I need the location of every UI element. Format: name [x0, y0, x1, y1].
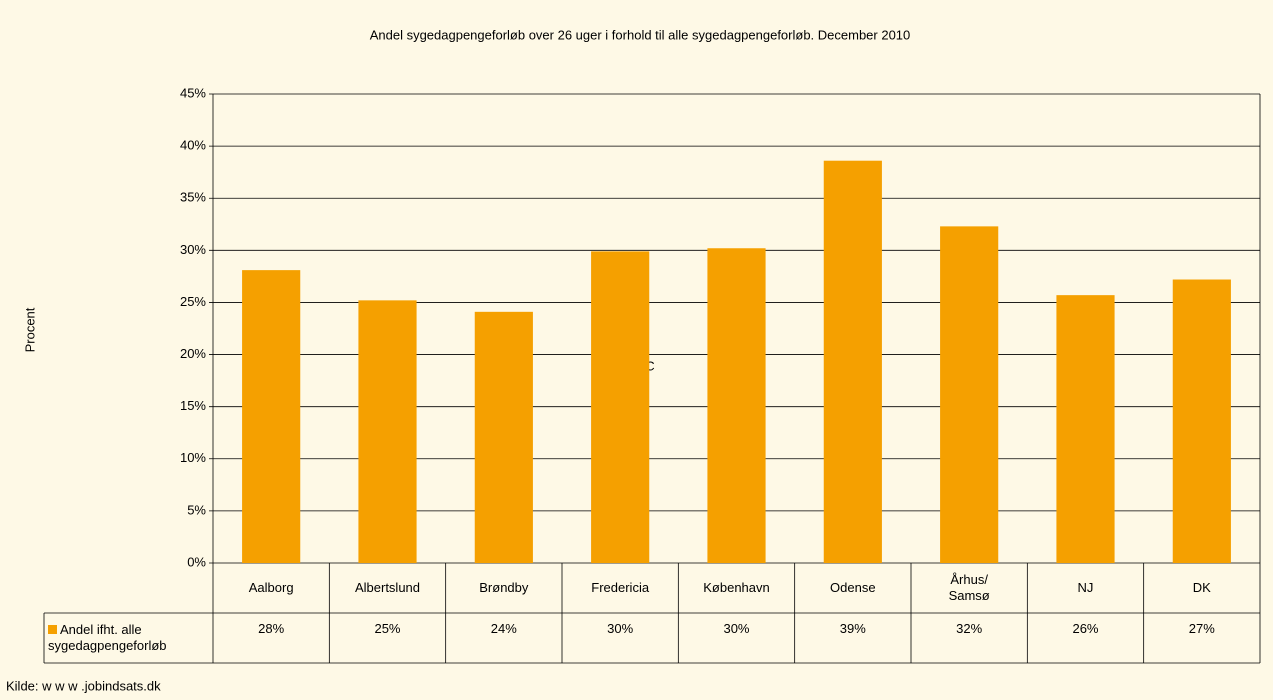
x-tick-label: Odense [830, 580, 876, 595]
y-tick-label: 20% [180, 346, 206, 361]
x-tick-label: NJ [1077, 580, 1094, 595]
x-tick-label: Brøndby [479, 580, 529, 595]
value-label: 30% [607, 621, 634, 636]
x-tick-label: Albertslund [354, 580, 421, 595]
bar [358, 300, 417, 563]
x-tick-label: Århus/ Samsø [948, 572, 990, 603]
x-tick-label: Aalborg [248, 580, 294, 595]
source: Kilde: w w w .jobindsats.dk [6, 678, 161, 693]
bar [940, 226, 999, 563]
bar [1056, 295, 1115, 563]
y-tick-label: 10% [180, 450, 206, 465]
bar [1172, 279, 1231, 563]
chart-title: Andel sygedagpengeforløb over 26 uger i … [370, 27, 911, 42]
value-label: 26% [1072, 621, 1099, 636]
y-tick-label: 40% [180, 138, 206, 153]
value-label: 32% [956, 621, 983, 636]
y-tick-label: 35% [180, 190, 206, 205]
y-axis-label: Procent [22, 307, 37, 352]
x-tick-label: DK [1192, 580, 1211, 595]
bar [823, 160, 882, 564]
bar [242, 270, 301, 563]
value-label: 25% [374, 621, 401, 636]
bar [707, 248, 766, 563]
y-tick-label: 25% [180, 294, 206, 309]
y-tick-label: 15% [180, 398, 206, 413]
annotation: C [645, 358, 654, 373]
y-tick-label: 45% [180, 85, 206, 100]
value-label: 30% [723, 621, 750, 636]
bar [474, 311, 533, 563]
value-label: 27% [1188, 621, 1215, 636]
value-label: 28% [258, 621, 285, 636]
x-tick-label: København [703, 580, 770, 595]
bar [591, 251, 650, 563]
y-tick-label: 0% [187, 554, 206, 569]
x-tick-label: Fredericia [591, 580, 650, 595]
value-label: 39% [839, 621, 866, 636]
legend-swatch [48, 625, 57, 634]
y-tick-label: 30% [180, 242, 206, 257]
legend-label: Andel ifht. alle sygedagpengeforløb [48, 622, 167, 653]
value-label: 24% [490, 621, 517, 636]
y-tick-label: 5% [187, 502, 206, 517]
legend-cell: Andel ifht. alle sygedagpengeforløb [44, 613, 213, 663]
